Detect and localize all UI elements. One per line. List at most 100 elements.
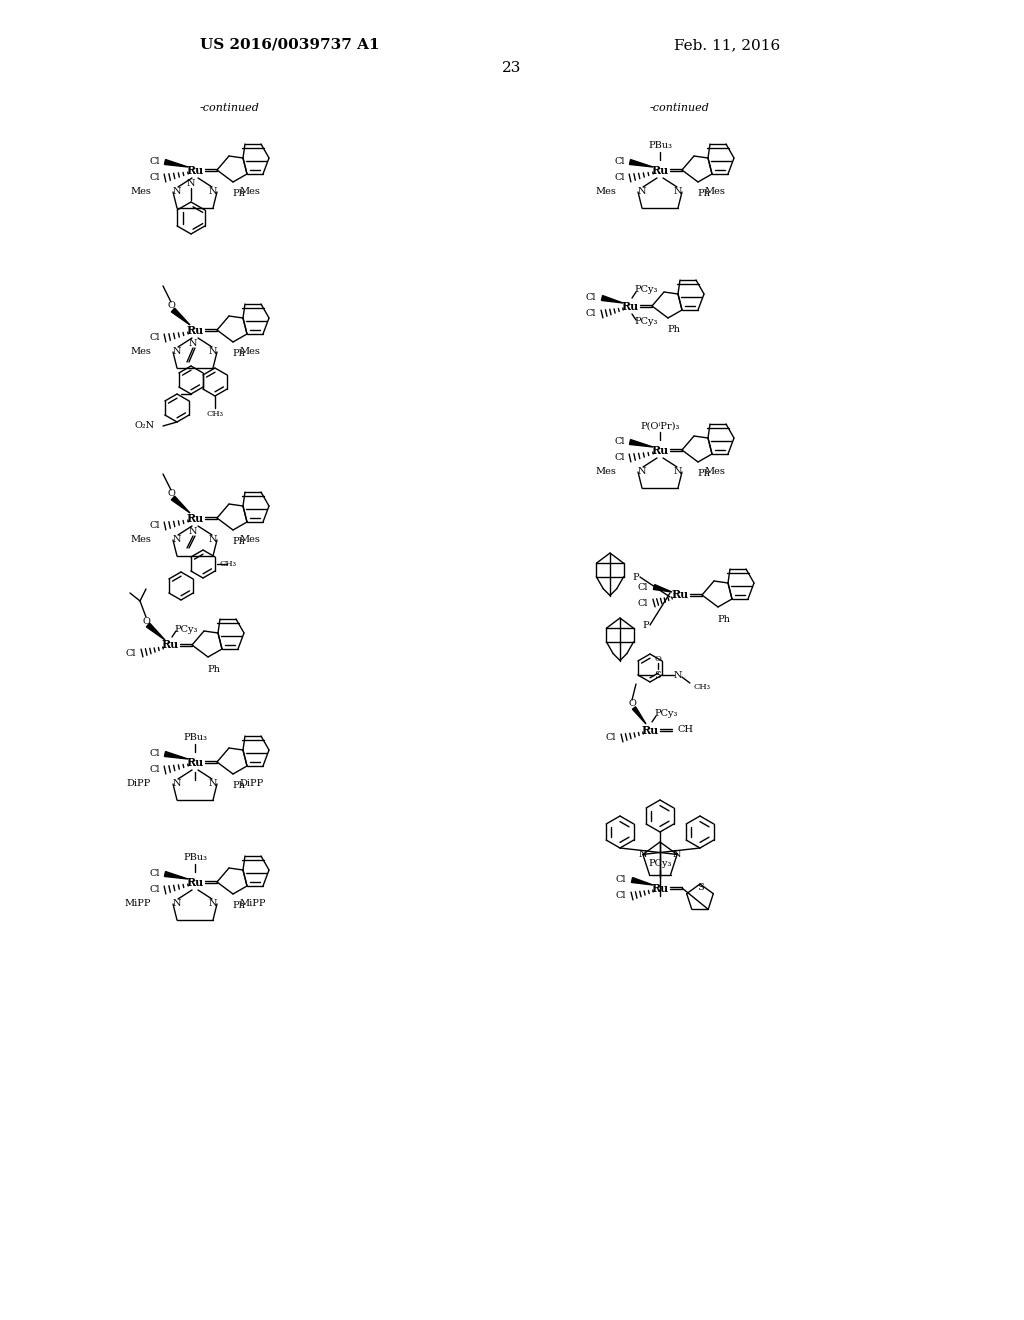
Text: O: O xyxy=(654,655,662,663)
Polygon shape xyxy=(171,308,190,325)
Text: Ph: Ph xyxy=(232,350,246,359)
Text: Ph: Ph xyxy=(232,781,246,791)
Text: N: N xyxy=(209,187,217,197)
Text: MiPP: MiPP xyxy=(125,899,151,908)
Text: Cl: Cl xyxy=(150,750,160,759)
Text: P: P xyxy=(633,573,639,582)
Text: Ru: Ru xyxy=(672,590,688,601)
Text: CH: CH xyxy=(678,726,694,734)
Text: Cl: Cl xyxy=(614,173,625,182)
Text: PCy₃: PCy₃ xyxy=(174,624,198,634)
Text: Cl: Cl xyxy=(150,173,160,182)
Text: Mes: Mes xyxy=(595,467,616,477)
Text: Mes: Mes xyxy=(130,347,151,356)
Text: Mes: Mes xyxy=(705,467,725,477)
Text: N: N xyxy=(209,347,217,356)
Text: Ru: Ru xyxy=(651,165,669,176)
Text: Mes: Mes xyxy=(239,536,260,544)
Text: N: N xyxy=(638,187,646,197)
Polygon shape xyxy=(171,496,190,513)
Text: Mes: Mes xyxy=(595,187,616,197)
Text: Ru: Ru xyxy=(186,165,204,176)
Text: DiPP: DiPP xyxy=(127,780,151,788)
Text: Cl: Cl xyxy=(615,891,626,900)
Text: N: N xyxy=(173,536,181,544)
Text: Ru: Ru xyxy=(186,876,204,887)
Text: Mes: Mes xyxy=(705,187,725,197)
Text: Cl: Cl xyxy=(150,521,160,531)
Text: Mes: Mes xyxy=(239,187,260,197)
Text: N: N xyxy=(209,899,217,908)
Text: N: N xyxy=(188,339,198,348)
Text: -continued: -continued xyxy=(650,103,710,114)
Text: N: N xyxy=(674,187,682,197)
Text: Cl: Cl xyxy=(614,437,625,446)
Text: Ru: Ru xyxy=(651,445,669,455)
Text: P(OⁱPr)₃: P(OⁱPr)₃ xyxy=(640,421,680,430)
Text: O: O xyxy=(142,616,150,626)
Text: Ph: Ph xyxy=(232,537,246,546)
Text: Ph: Ph xyxy=(232,190,246,198)
Text: N: N xyxy=(674,467,682,477)
Text: Cl: Cl xyxy=(586,309,596,318)
Text: Ph: Ph xyxy=(697,470,711,479)
Text: Feb. 11, 2016: Feb. 11, 2016 xyxy=(674,38,780,51)
Text: N: N xyxy=(186,180,196,189)
Text: O: O xyxy=(628,700,636,709)
Text: N: N xyxy=(674,671,682,680)
Text: N: N xyxy=(173,347,181,356)
Text: N: N xyxy=(188,528,198,536)
Text: CH₃: CH₃ xyxy=(207,411,223,418)
Text: Ru: Ru xyxy=(641,725,658,735)
Text: Cl: Cl xyxy=(605,734,616,742)
Text: Ph: Ph xyxy=(697,190,711,198)
Text: Cl: Cl xyxy=(150,334,160,342)
Polygon shape xyxy=(165,751,188,759)
Text: Cl: Cl xyxy=(150,886,160,895)
Text: Mes: Mes xyxy=(130,536,151,544)
Text: Cl: Cl xyxy=(615,875,626,884)
Text: CH₃: CH₃ xyxy=(219,560,236,568)
Polygon shape xyxy=(633,706,646,723)
Text: CH₃: CH₃ xyxy=(694,682,711,690)
Text: PCy₃: PCy₃ xyxy=(634,285,657,294)
Text: N: N xyxy=(173,780,181,788)
Polygon shape xyxy=(165,871,188,879)
Text: PBu₃: PBu₃ xyxy=(183,734,207,742)
Text: P: P xyxy=(643,620,649,630)
Text: Ph: Ph xyxy=(232,902,246,911)
Text: Ph: Ph xyxy=(718,615,730,623)
Text: Mes: Mes xyxy=(130,187,151,197)
Polygon shape xyxy=(630,160,653,168)
Polygon shape xyxy=(630,440,653,447)
Text: Ph: Ph xyxy=(208,664,220,673)
Polygon shape xyxy=(653,585,672,591)
Text: US 2016/0039737 A1: US 2016/0039737 A1 xyxy=(200,38,380,51)
Text: Ph: Ph xyxy=(668,326,680,334)
Text: PBu₃: PBu₃ xyxy=(648,141,672,150)
Text: Ru: Ru xyxy=(651,883,669,894)
Text: S: S xyxy=(654,671,662,680)
Text: O₂N: O₂N xyxy=(135,421,155,430)
Text: PCy₃: PCy₃ xyxy=(654,710,677,718)
Text: N: N xyxy=(673,850,681,859)
Text: Cl: Cl xyxy=(150,870,160,879)
Text: N: N xyxy=(639,850,647,859)
Text: O: O xyxy=(167,301,175,310)
Text: N: N xyxy=(173,187,181,197)
Text: N: N xyxy=(209,780,217,788)
Text: DiPP: DiPP xyxy=(239,780,263,788)
Text: Cl: Cl xyxy=(614,454,625,462)
Text: PCy₃: PCy₃ xyxy=(634,318,657,326)
Text: N: N xyxy=(173,899,181,908)
Text: O: O xyxy=(167,490,175,499)
Text: Cl: Cl xyxy=(614,157,625,166)
Text: Mes: Mes xyxy=(239,347,260,356)
Text: N: N xyxy=(638,467,646,477)
Text: Ru: Ru xyxy=(622,301,639,312)
Text: S: S xyxy=(696,883,703,892)
Polygon shape xyxy=(146,623,165,640)
Text: PBu₃: PBu₃ xyxy=(183,854,207,862)
Text: 23: 23 xyxy=(503,61,521,75)
Text: Ru: Ru xyxy=(162,639,178,651)
